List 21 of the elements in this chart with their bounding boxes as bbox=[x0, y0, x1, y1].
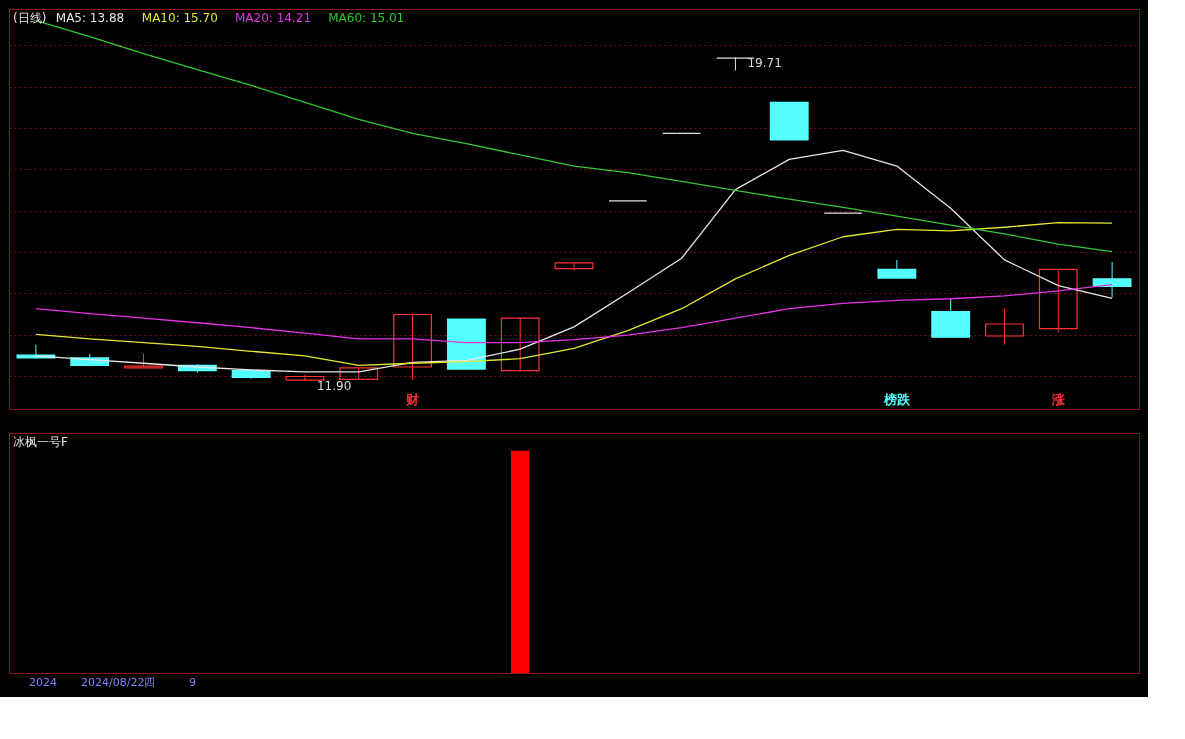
text: 9 bbox=[189, 676, 196, 689]
annotation: 11.90 bbox=[316, 379, 352, 394]
text: 财 bbox=[406, 392, 420, 407]
candlestick bbox=[1038, 268, 1078, 333]
candlestick bbox=[285, 374, 325, 381]
text: MA5: 13.88 bbox=[55, 11, 125, 25]
text: 榜跌 bbox=[883, 392, 910, 407]
text: MA60: 15.01 bbox=[328, 11, 405, 25]
candlestick bbox=[554, 262, 594, 271]
candlestick bbox=[1092, 261, 1132, 299]
annotation: 19.71 bbox=[747, 56, 782, 71]
candlestick bbox=[500, 317, 540, 373]
text: MA20: 14.21 bbox=[235, 11, 312, 25]
candlestick bbox=[393, 313, 432, 380]
chart-title: 冰枫一号F bbox=[13, 435, 68, 449]
chart-title: (日线) bbox=[13, 11, 47, 25]
text: 2024 bbox=[29, 676, 57, 689]
text: MA10: 15.70 bbox=[141, 11, 218, 25]
candlestick bbox=[985, 308, 1024, 346]
text: 2024/08/22四 bbox=[81, 676, 156, 689]
text: 涨 bbox=[1051, 392, 1065, 407]
